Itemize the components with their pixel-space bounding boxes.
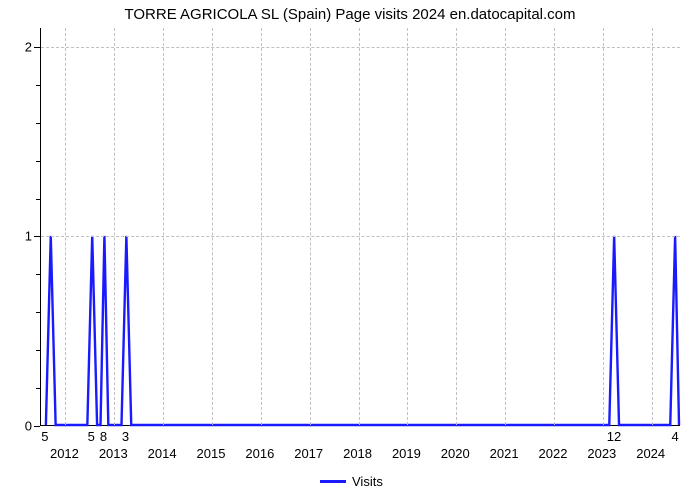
y-minor-tick: [36, 199, 40, 200]
y-minor-tick: [36, 161, 40, 162]
y-tick-mark: [34, 426, 40, 427]
y-minor-tick: [36, 350, 40, 351]
gridline-v: [407, 28, 408, 425]
x-tick-label: 2020: [441, 446, 470, 461]
gridline-v: [505, 28, 506, 425]
gridline-h: [41, 236, 680, 237]
value-label: 3: [122, 429, 129, 444]
gridline-v: [554, 28, 555, 425]
x-tick-label: 2018: [343, 446, 372, 461]
y-tick-label: 2: [12, 39, 32, 54]
gridline-v: [114, 28, 115, 425]
gridline-v: [652, 28, 653, 425]
y-minor-tick: [36, 85, 40, 86]
value-label: 8: [100, 429, 107, 444]
y-minor-tick: [36, 312, 40, 313]
x-tick-label: 2016: [245, 446, 274, 461]
value-label: 5: [41, 429, 48, 444]
gridline-v: [65, 28, 66, 425]
gridline-h: [41, 47, 680, 48]
x-tick-label: 2015: [197, 446, 226, 461]
legend-label: Visits: [352, 474, 383, 489]
value-label: 4: [671, 429, 678, 444]
gridline-v: [310, 28, 311, 425]
gridline-v: [212, 28, 213, 425]
x-tick-label: 2021: [490, 446, 519, 461]
gridline-v: [261, 28, 262, 425]
y-tick-label: 1: [12, 229, 32, 244]
gridline-v: [359, 28, 360, 425]
legend: Visits: [320, 474, 383, 489]
legend-swatch: [320, 480, 346, 483]
x-tick-label: 2022: [539, 446, 568, 461]
y-tick-label: 0: [12, 419, 32, 434]
y-minor-tick: [36, 123, 40, 124]
x-tick-label: 2024: [636, 446, 665, 461]
line-series: [41, 28, 680, 425]
y-tick-mark: [34, 236, 40, 237]
x-tick-label: 2023: [587, 446, 616, 461]
x-tick-label: 2013: [99, 446, 128, 461]
x-tick-label: 2019: [392, 446, 421, 461]
y-minor-tick: [36, 388, 40, 389]
visits-chart: TORRE AGRICOLA SL (Spain) Page visits 20…: [0, 0, 700, 500]
value-label: 5: [88, 429, 95, 444]
x-tick-label: 2012: [50, 446, 79, 461]
value-label: 12: [607, 429, 621, 444]
chart-title: TORRE AGRICOLA SL (Spain) Page visits 20…: [0, 6, 700, 23]
gridline-v: [163, 28, 164, 425]
gridline-v: [456, 28, 457, 425]
plot-area: [40, 28, 680, 426]
y-minor-tick: [36, 274, 40, 275]
y-tick-mark: [34, 47, 40, 48]
x-tick-label: 2014: [148, 446, 177, 461]
gridline-v: [603, 28, 604, 425]
x-tick-label: 2017: [294, 446, 323, 461]
